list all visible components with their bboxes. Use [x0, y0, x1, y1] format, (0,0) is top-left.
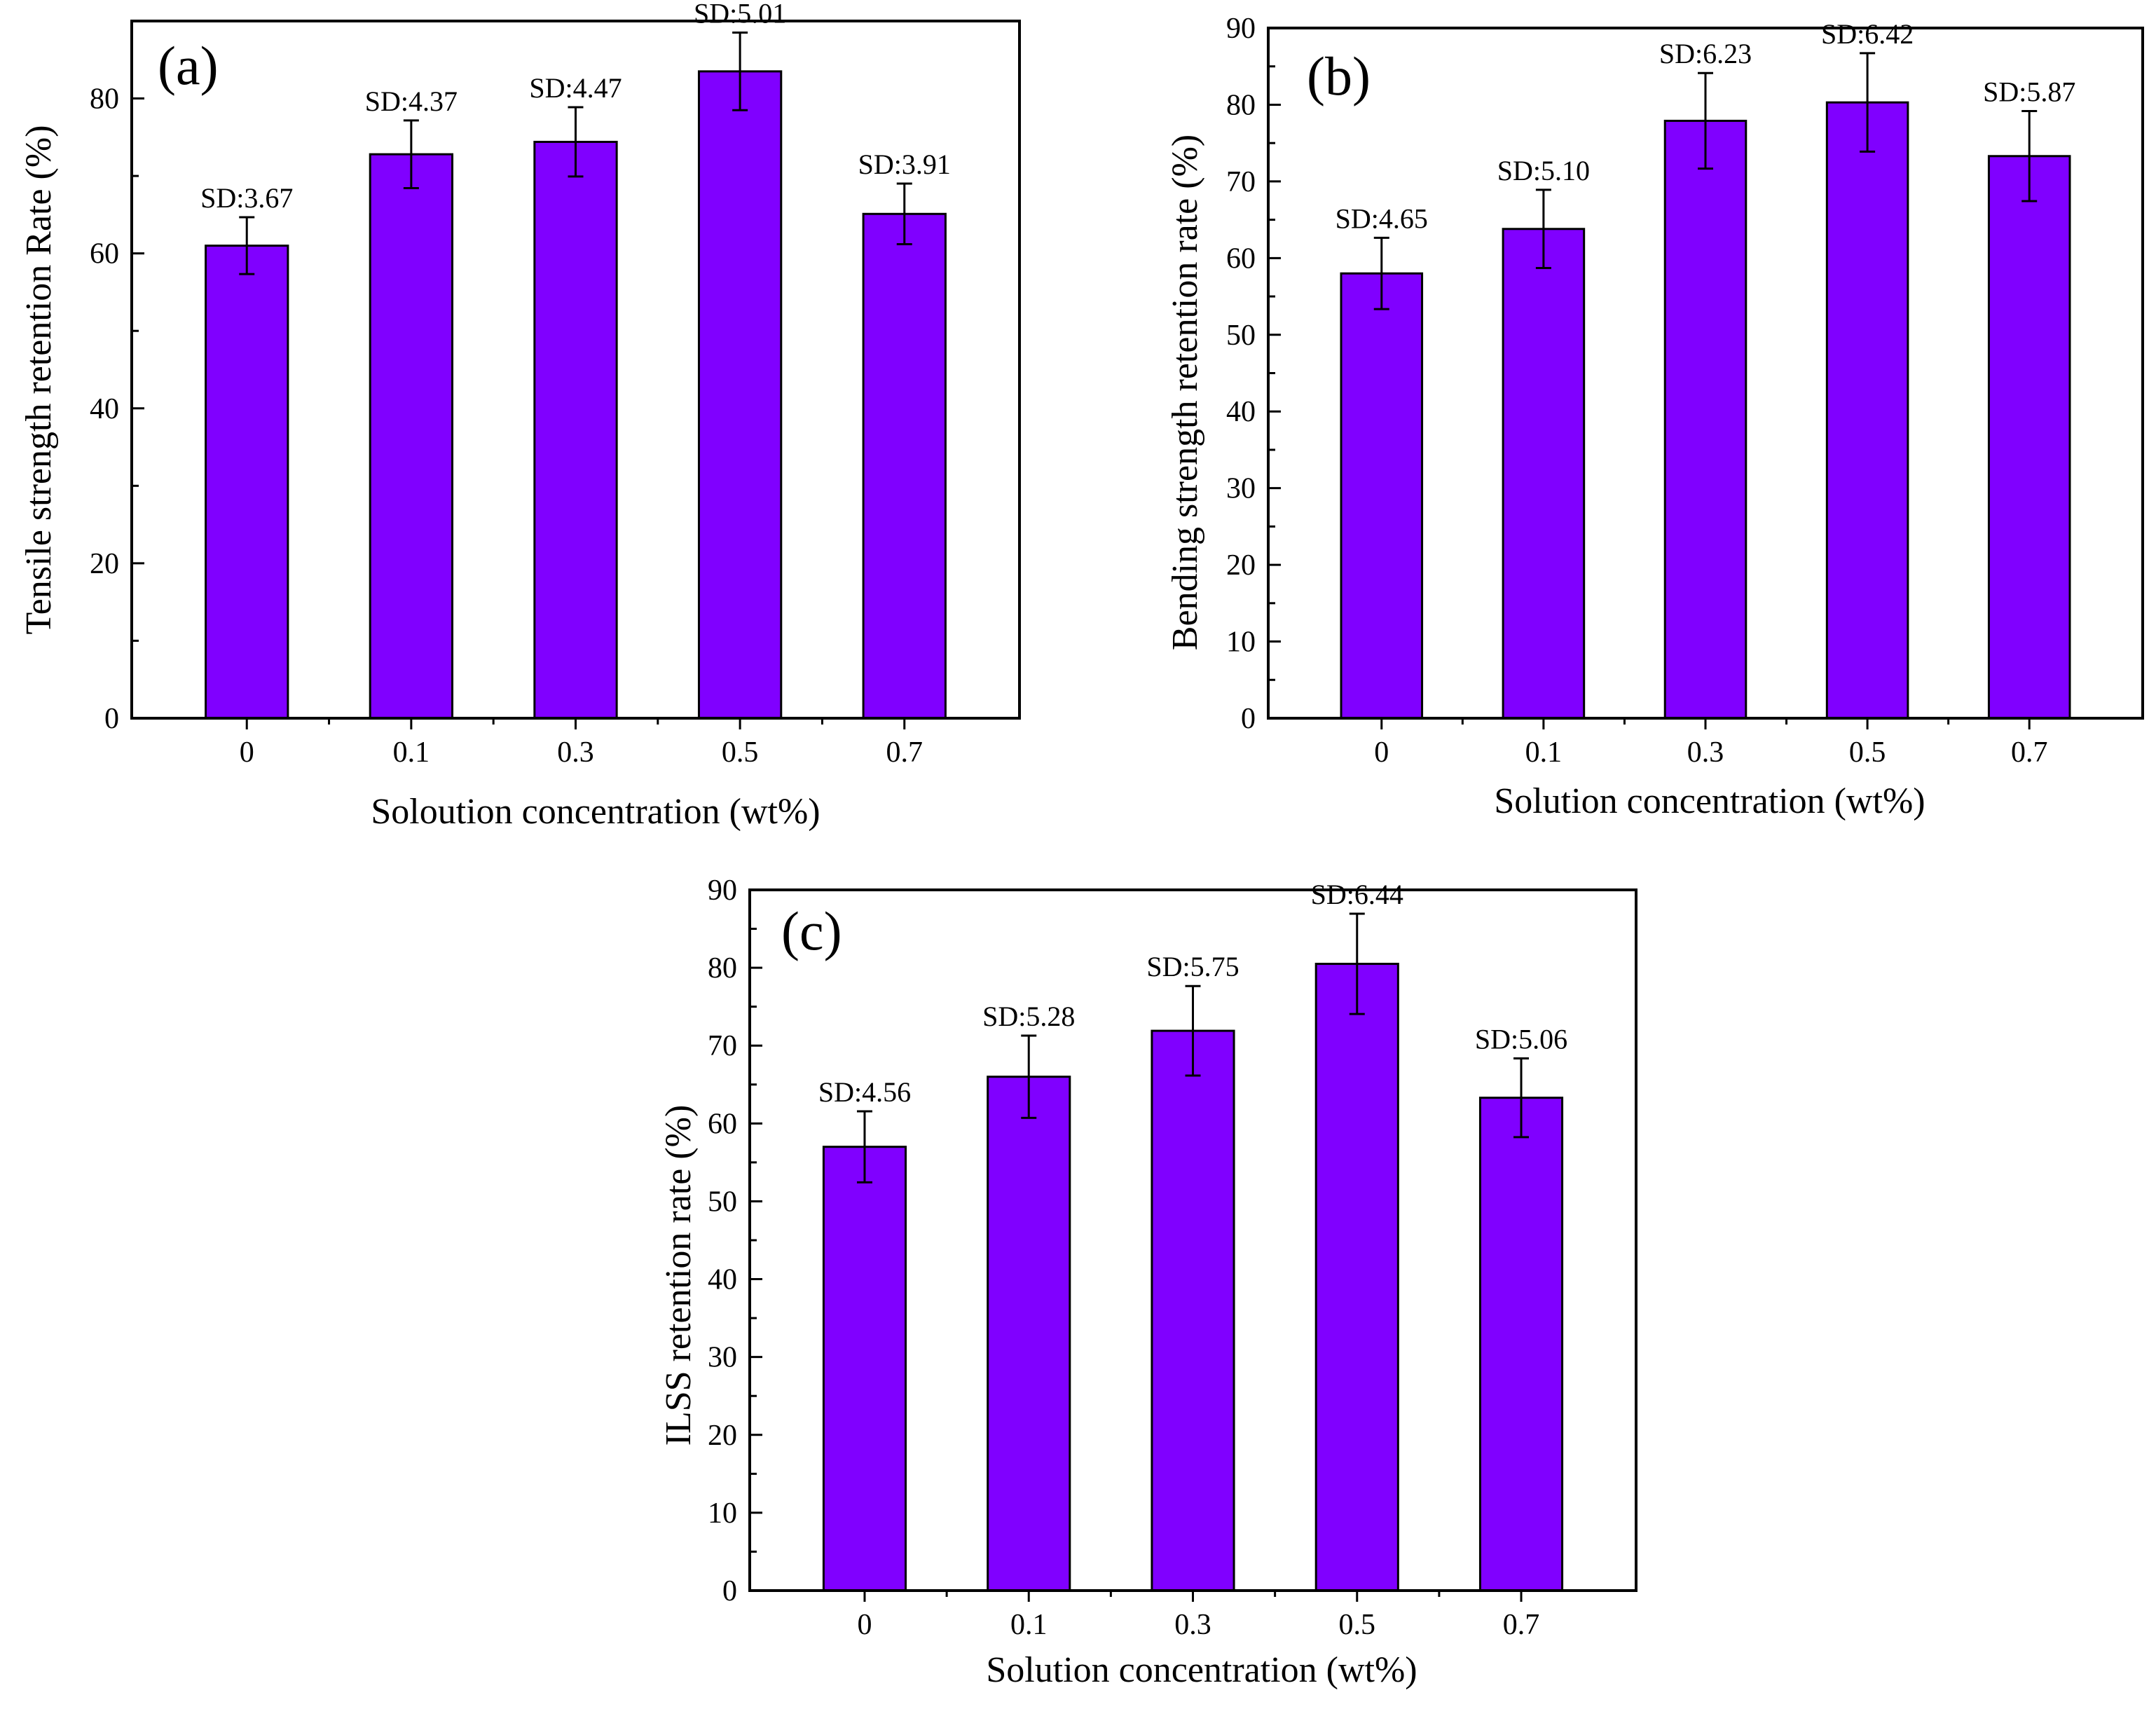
y-tick-label: 60 — [90, 238, 119, 270]
bar — [1340, 272, 1424, 720]
x-tick-label: 0.7 — [886, 736, 923, 769]
x-tick-label: 0.3 — [557, 736, 594, 769]
x-tick-label: 0.5 — [1849, 736, 1886, 769]
x-tick-label: 0.3 — [1687, 736, 1724, 769]
sd-label: SD:4.37 — [365, 85, 458, 117]
y-tick-label: 80 — [708, 952, 737, 984]
y-tick-label: 40 — [708, 1264, 737, 1296]
y-tick-label: 0 — [1241, 703, 1256, 735]
bar — [1663, 119, 1748, 720]
sd-label: SD:5.28 — [982, 1001, 1075, 1032]
x-tick-label: 0 — [1374, 736, 1389, 769]
sd-label: SD:3.67 — [200, 182, 293, 214]
y-tick-label: 90 — [708, 874, 737, 907]
x-axis-label: Soloution concentration (wt%) — [371, 792, 820, 832]
y-tick-label: 50 — [708, 1186, 737, 1218]
bar — [533, 140, 618, 720]
sd-label: SD:6.44 — [1311, 879, 1403, 910]
x-tick-label: 0.5 — [722, 736, 759, 769]
bar — [205, 245, 289, 720]
sd-label: SD:5.10 — [1497, 155, 1590, 186]
y-tick-label: 80 — [1226, 89, 1256, 121]
sd-label: SD:4.56 — [818, 1076, 911, 1108]
bar — [822, 1146, 907, 1592]
y-tick-label: 60 — [1226, 242, 1256, 275]
sd-label: SD:4.65 — [1336, 203, 1428, 234]
bar — [1987, 155, 2071, 720]
y-tick-label: 0 — [722, 1575, 737, 1607]
panel-label: (b) — [1307, 46, 1371, 107]
y-tick-label: 10 — [1226, 626, 1256, 659]
y-tick-label: 0 — [104, 703, 119, 735]
sd-label: SD:4.47 — [529, 72, 622, 104]
chart-panel-b: (b) Solution concentration (wt%) Bending… — [1165, 13, 2144, 821]
y-axis-label: ILSS retention rate (%) — [659, 1105, 699, 1446]
sd-label: SD:5.06 — [1475, 1023, 1567, 1055]
y-tick-label: 70 — [708, 1030, 737, 1062]
chart-panel-c: (c) Solution concentration (wt%) ILSS re… — [659, 874, 1637, 1690]
x-tick-label: 0.7 — [2011, 736, 2048, 769]
bar — [1151, 1029, 1235, 1592]
y-axis-label: Bending strength retention rate (%) — [1165, 135, 1205, 650]
y-tick-label: 50 — [1226, 320, 1256, 352]
bar — [1314, 963, 1399, 1592]
y-tick-label: 40 — [90, 393, 119, 425]
bar — [987, 1076, 1071, 1592]
chart-panel-a: (a) Soloution concentration (wt%) Tensil… — [19, 0, 1021, 832]
y-tick-label: 20 — [708, 1420, 737, 1452]
bar — [862, 212, 947, 720]
y-tick-label: 20 — [90, 548, 119, 580]
panel-label: (c) — [781, 900, 842, 961]
y-tick-label: 30 — [708, 1342, 737, 1374]
x-tick-label: 0.1 — [393, 736, 430, 769]
y-tick-label: 90 — [1226, 13, 1256, 45]
sd-label: SD:5.01 — [694, 0, 786, 29]
x-tick-label: 0.1 — [1525, 736, 1563, 769]
y-tick-label: 10 — [708, 1497, 737, 1530]
y-tick-label: 30 — [1226, 473, 1256, 505]
sd-label: SD:3.91 — [858, 149, 951, 180]
y-axis-label: Tensile strength retention Rate (%) — [19, 125, 59, 634]
y-tick-label: 80 — [90, 83, 119, 116]
y-tick-label: 40 — [1226, 396, 1256, 428]
panel-label: (a) — [158, 35, 219, 96]
x-axis-label: Solution concentration (wt%) — [986, 1650, 1417, 1690]
bar — [697, 70, 783, 720]
y-tick-label: 60 — [708, 1108, 737, 1140]
x-axis-label: Solution concentration (wt%) — [1494, 781, 1925, 821]
x-tick-label: 0 — [857, 1609, 872, 1641]
y-tick-label: 70 — [1226, 166, 1256, 198]
x-tick-label: 0 — [240, 736, 254, 769]
x-tick-label: 0.1 — [1010, 1609, 1048, 1641]
bar — [1825, 101, 1909, 720]
sd-label: SD:6.23 — [1659, 38, 1752, 69]
y-tick-label: 20 — [1226, 549, 1256, 582]
x-tick-label: 0.3 — [1174, 1609, 1211, 1641]
sd-label: SD:5.75 — [1146, 951, 1239, 982]
x-tick-label: 0.7 — [1503, 1609, 1540, 1641]
sd-label: SD:6.42 — [1821, 18, 1914, 50]
bar — [1502, 228, 1586, 720]
bar — [1478, 1097, 1564, 1592]
x-tick-label: 0.5 — [1339, 1609, 1376, 1641]
sd-label: SD:5.87 — [1983, 76, 2075, 108]
bar — [369, 153, 454, 720]
